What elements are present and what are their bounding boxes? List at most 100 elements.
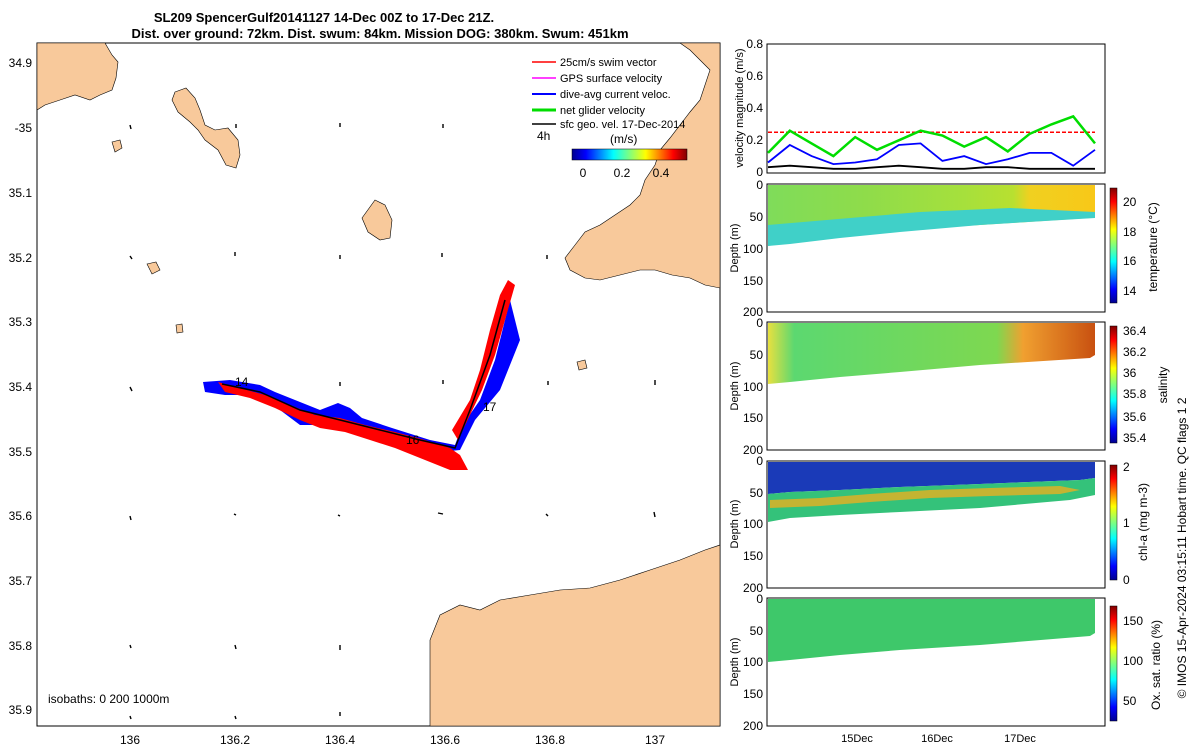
land-island-north <box>361 199 393 241</box>
temp-ctick-20: 20 <box>1123 195 1137 209</box>
lat-tick-35-8: 35.8 <box>9 639 33 653</box>
chl-ytick-200: 200 <box>743 581 763 595</box>
oxy-ctick-50: 50 <box>1123 694 1137 708</box>
figure-title-line1: SL209 SpencerGulf20141127 14-Dec 00Z to … <box>154 10 494 25</box>
salinity-clabel: salinity <box>1156 367 1170 404</box>
chl-ylabel: Depth (m) <box>729 500 741 549</box>
oxygen-clabel: Ox. sat. ratio (%) <box>1149 620 1163 710</box>
lon-tick-136-4: 136.4 <box>325 733 355 747</box>
chl-ctick-1: 1 <box>1123 516 1130 530</box>
time-xtick-15dec: 15Dec <box>841 733 873 745</box>
oxy-ytick-200: 200 <box>743 719 763 733</box>
isobaths-note: isobaths: 0 200 1000m <box>48 692 169 706</box>
oxygen-panel: 0 50 100 150 200 Depth (m) 50 100 150 Ox… <box>729 592 1163 745</box>
lat-tick-35-4: 35.4 <box>9 380 33 394</box>
oxygen-yticks: 0 50 100 150 200 <box>743 592 763 733</box>
sal-ytick-150: 150 <box>743 411 763 425</box>
sal-ctick-36: 36 <box>1123 366 1137 380</box>
chl-ytick-50: 50 <box>750 486 764 500</box>
speed-colorbar <box>571 148 688 161</box>
oxygen-colorbar <box>1109 605 1118 722</box>
lat-tick-35: -35 <box>15 121 33 135</box>
legend-label-swim: 25cm/s swim vector <box>560 57 657 69</box>
temperature-colorbar <box>1109 187 1118 304</box>
map-panel: 14 16 17 136 136.2 136.4 136.6 136.8 137… <box>9 42 721 747</box>
sal-ytick-100: 100 <box>743 380 763 394</box>
chl-ytick-0: 0 <box>756 454 763 468</box>
land-island-small-2 <box>146 261 161 275</box>
land-yorke-peninsula <box>564 43 720 289</box>
map-lon-ticks: 136 136.2 136.4 136.6 136.8 137 <box>120 733 665 747</box>
chl-yticks: 0 50 100 150 200 <box>743 454 763 595</box>
sal-ctick-35-4: 35.4 <box>1123 431 1147 445</box>
chl-max-layer <box>770 486 1080 508</box>
salinity-panel: 0 50 100 150 200 Depth (m) 35.4 35.6 35.… <box>729 316 1170 457</box>
lon-tick-136-6: 136.6 <box>430 733 460 747</box>
chl-clabel: chl-a (mg m-3) <box>1136 483 1150 561</box>
track-label-16: 16 <box>406 433 420 447</box>
velocity-series-2 <box>767 142 1096 167</box>
lat-tick-35-6: 35.6 <box>9 509 33 523</box>
oxy-ctick-150: 150 <box>1123 614 1143 628</box>
land-small-island-1 <box>111 139 123 153</box>
track-label-14: 14 <box>235 375 249 389</box>
vel-ytick-0-2: 0.2 <box>746 133 763 147</box>
oxy-ctick-100: 100 <box>1123 654 1143 668</box>
chl-ytick-100: 100 <box>743 517 763 531</box>
time-xtick-16dec: 16Dec <box>921 733 953 745</box>
temperature-yticks: 0 50 100 150 200 <box>743 178 763 319</box>
chl-ctick-0: 0 <box>1123 573 1130 587</box>
vel-ytick-0-8: 0.8 <box>746 37 763 51</box>
land-islet-4 <box>576 359 588 371</box>
velocity-series-3 <box>767 164 1095 170</box>
track-label-17: 17 <box>483 400 497 414</box>
time-xtick-17dec: 17Dec <box>1004 733 1036 745</box>
temp-ytick-50: 50 <box>750 210 764 224</box>
lon-tick-136-2: 136.2 <box>220 733 250 747</box>
oxy-ytick-0: 0 <box>756 592 763 606</box>
scale-label-4h: 4h <box>537 129 550 143</box>
colorbar-tick-0-4: 0.4 <box>653 166 670 180</box>
chl-field-surface <box>768 462 1095 494</box>
temp-ctick-18: 18 <box>1123 225 1137 239</box>
vel-ytick-0-6: 0.6 <box>746 69 763 83</box>
colorbar-tick-0-2: 0.2 <box>614 166 631 180</box>
legend-label-gps: GPS surface velocity <box>560 73 663 85</box>
velocity-ylabel: velocity magnitude (m/s) <box>734 48 746 167</box>
lat-tick-35-1: 35.1 <box>9 186 33 200</box>
temp-ctick-16: 16 <box>1123 254 1137 268</box>
imos-credit: © IMOS 15-Apr-2024 03:15:11 Hobart time.… <box>1175 397 1189 698</box>
legend-label-sfc: sfc geo. vel. 17-Dec-2014 <box>560 119 685 131</box>
dive-avg-current-track <box>203 300 520 452</box>
velocity-panel: 0 0.2 0.4 0.6 0.8 velocity magnitude (m/… <box>734 37 1106 179</box>
velocity-series-group <box>767 114 1096 170</box>
temp-ytick-200: 200 <box>743 305 763 319</box>
lat-tick-35-7: 35.7 <box>9 574 33 588</box>
temperature-panel: 0 50 100 150 200 Depth (m) 14 16 18 20 t… <box>729 178 1160 319</box>
oxygen-ylabel: Depth (m) <box>729 638 741 687</box>
velocity-y-ticks: 0 0.2 0.4 0.6 0.8 <box>746 37 763 179</box>
velocity-series-1 <box>767 114 1096 158</box>
colorbar-tick-0: 0 <box>580 166 587 180</box>
temperature-cold-layer <box>768 208 1095 246</box>
oxy-ytick-100: 100 <box>743 655 763 669</box>
sal-ytick-200: 200 <box>743 443 763 457</box>
land-boston-island <box>171 87 241 169</box>
current-vector-arrows <box>129 123 656 720</box>
sal-ctick-35-6: 35.6 <box>1123 410 1147 424</box>
legend-label-net: net glider velocity <box>560 105 645 117</box>
sal-ctick-35-8: 35.8 <box>1123 387 1147 401</box>
oxy-ytick-50: 50 <box>750 624 764 638</box>
sal-ytick-0: 0 <box>756 316 763 330</box>
vel-ytick-0: 0 <box>756 165 763 179</box>
temp-ytick-0: 0 <box>756 178 763 192</box>
vel-ytick-0-4: 0.4 <box>746 101 763 115</box>
lon-tick-137: 137 <box>645 733 665 747</box>
map-content: 14 16 17 <box>37 43 720 726</box>
lon-tick-136: 136 <box>120 733 140 747</box>
lat-tick-35-9: 35.9 <box>9 703 33 717</box>
figure-title-line2: Dist. over ground: 72km. Dist. swum: 84k… <box>131 26 628 41</box>
oxygen-field <box>768 599 1095 662</box>
temperature-ylabel: Depth (m) <box>729 224 741 273</box>
swim-vector-track <box>218 382 468 470</box>
